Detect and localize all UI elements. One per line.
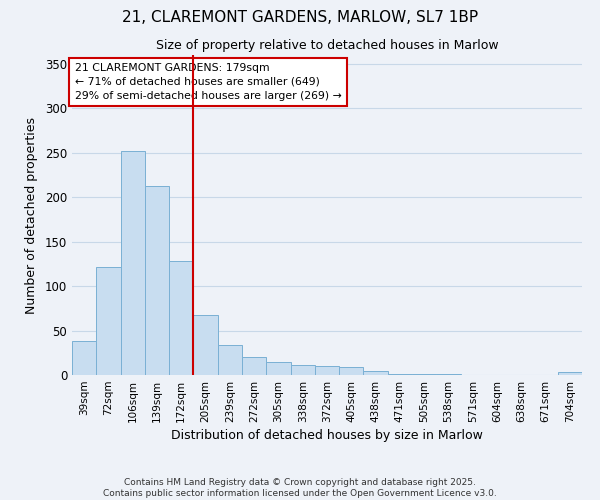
Bar xyxy=(388,374,412,375)
Text: 21 CLAREMONT GARDENS: 179sqm
← 71% of detached houses are smaller (649)
29% of s: 21 CLAREMONT GARDENS: 179sqm ← 71% of de… xyxy=(74,63,341,101)
X-axis label: Distribution of detached houses by size in Marlow: Distribution of detached houses by size … xyxy=(171,429,483,442)
Title: Size of property relative to detached houses in Marlow: Size of property relative to detached ho… xyxy=(155,40,499,52)
Bar xyxy=(436,374,461,375)
Bar xyxy=(218,345,242,375)
Bar xyxy=(266,362,290,375)
Bar xyxy=(193,314,218,375)
Bar xyxy=(242,357,266,375)
Bar xyxy=(169,261,193,375)
Bar xyxy=(290,365,315,375)
Bar xyxy=(558,372,582,375)
Y-axis label: Number of detached properties: Number of detached properties xyxy=(25,116,38,314)
Bar xyxy=(96,266,121,375)
Text: Contains HM Land Registry data © Crown copyright and database right 2025.
Contai: Contains HM Land Registry data © Crown c… xyxy=(103,478,497,498)
Bar xyxy=(315,366,339,375)
Bar xyxy=(412,374,436,375)
Bar xyxy=(339,367,364,375)
Text: 21, CLAREMONT GARDENS, MARLOW, SL7 1BP: 21, CLAREMONT GARDENS, MARLOW, SL7 1BP xyxy=(122,10,478,25)
Bar xyxy=(72,341,96,375)
Bar xyxy=(121,151,145,375)
Bar xyxy=(364,372,388,375)
Bar xyxy=(145,186,169,375)
